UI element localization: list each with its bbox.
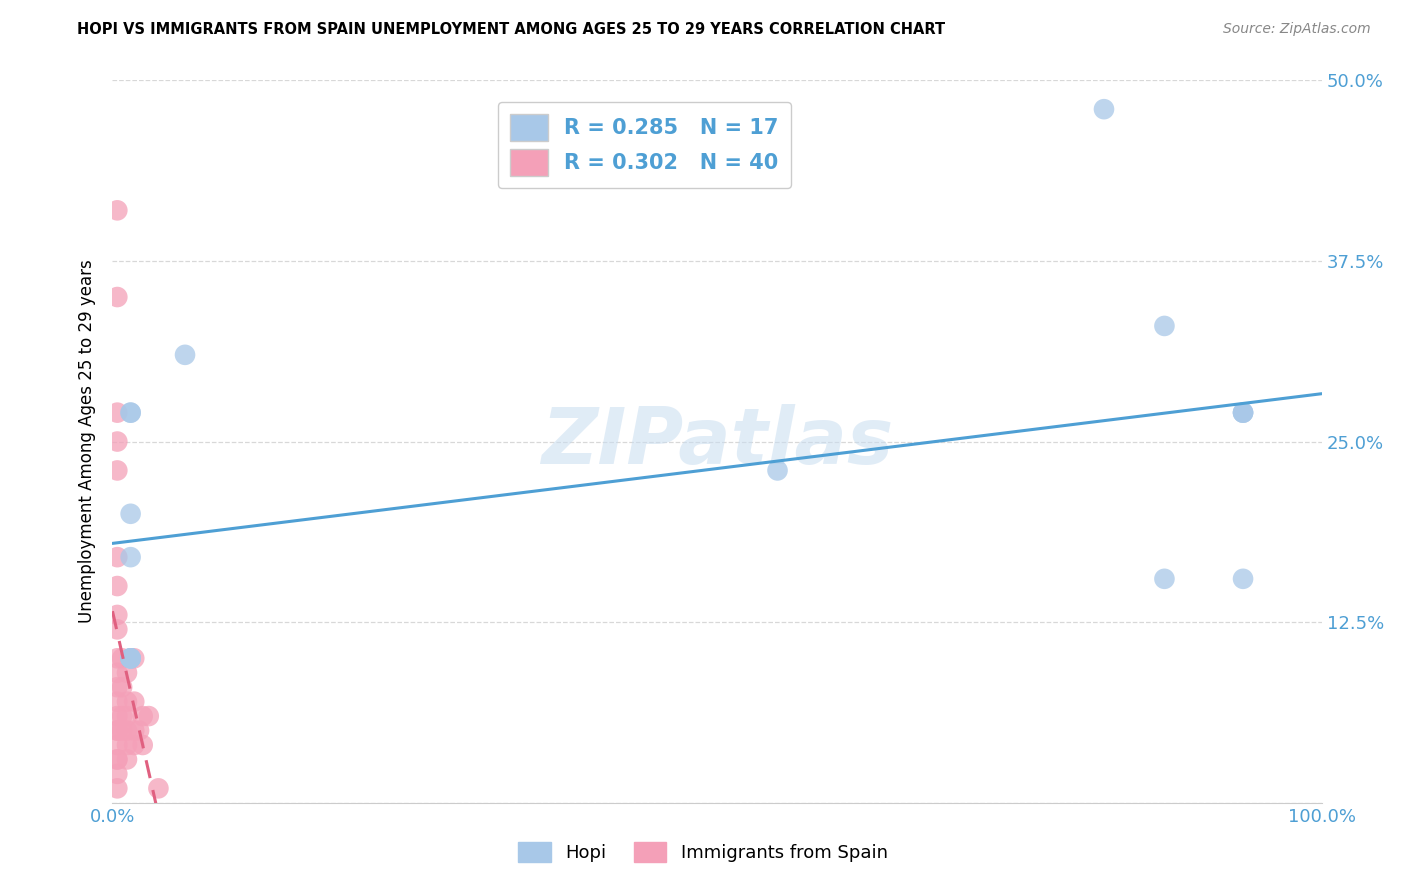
- Point: [115, 738, 138, 752]
- Point: [122, 695, 145, 709]
- Point: [138, 709, 160, 723]
- Point: [132, 738, 155, 752]
- Point: [120, 651, 142, 665]
- Point: [120, 651, 142, 665]
- Point: [105, 203, 128, 218]
- Point: [105, 579, 128, 593]
- Point: [105, 781, 128, 796]
- Point: [105, 695, 128, 709]
- Legend: Hopi, Immigrants from Spain: Hopi, Immigrants from Spain: [512, 834, 894, 870]
- Point: [115, 723, 138, 738]
- Point: [105, 623, 128, 637]
- Point: [105, 651, 128, 665]
- Point: [120, 406, 142, 420]
- Point: [105, 752, 128, 766]
- Point: [111, 651, 134, 665]
- Point: [122, 651, 145, 665]
- Text: ZIPatlas: ZIPatlas: [541, 403, 893, 480]
- Legend: R = 0.285   N = 17, R = 0.302   N = 40: R = 0.285 N = 17, R = 0.302 N = 40: [498, 102, 792, 188]
- Point: [105, 406, 128, 420]
- Point: [1153, 572, 1175, 586]
- Point: [120, 651, 142, 665]
- Point: [105, 434, 128, 449]
- Point: [105, 738, 128, 752]
- Point: [105, 290, 128, 304]
- Point: [105, 665, 128, 680]
- Point: [115, 752, 138, 766]
- Point: [105, 723, 128, 738]
- Point: [128, 723, 150, 738]
- Point: [766, 463, 789, 477]
- Point: [120, 550, 142, 565]
- Point: [105, 709, 128, 723]
- Point: [120, 406, 142, 420]
- Point: [111, 680, 134, 694]
- Point: [120, 507, 142, 521]
- Point: [122, 738, 145, 752]
- Point: [122, 723, 145, 738]
- Point: [105, 680, 128, 694]
- Point: [105, 767, 128, 781]
- Point: [148, 781, 170, 796]
- Point: [111, 723, 134, 738]
- Point: [111, 709, 134, 723]
- Point: [174, 348, 197, 362]
- Point: [1153, 318, 1175, 333]
- Point: [132, 709, 155, 723]
- Point: [1232, 406, 1254, 420]
- Point: [105, 550, 128, 565]
- Point: [120, 651, 142, 665]
- Point: [105, 463, 128, 477]
- Point: [115, 695, 138, 709]
- Point: [105, 607, 128, 622]
- Text: Source: ZipAtlas.com: Source: ZipAtlas.com: [1223, 22, 1371, 37]
- Point: [1092, 102, 1115, 116]
- Point: [1232, 406, 1254, 420]
- Text: HOPI VS IMMIGRANTS FROM SPAIN UNEMPLOYMENT AMONG AGES 25 TO 29 YEARS CORRELATION: HOPI VS IMMIGRANTS FROM SPAIN UNEMPLOYME…: [77, 22, 945, 37]
- Point: [1232, 406, 1254, 420]
- Point: [105, 752, 128, 766]
- Point: [115, 665, 138, 680]
- Point: [115, 709, 138, 723]
- Y-axis label: Unemployment Among Ages 25 to 29 years: Unemployment Among Ages 25 to 29 years: [77, 260, 96, 624]
- Point: [105, 723, 128, 738]
- Point: [1232, 572, 1254, 586]
